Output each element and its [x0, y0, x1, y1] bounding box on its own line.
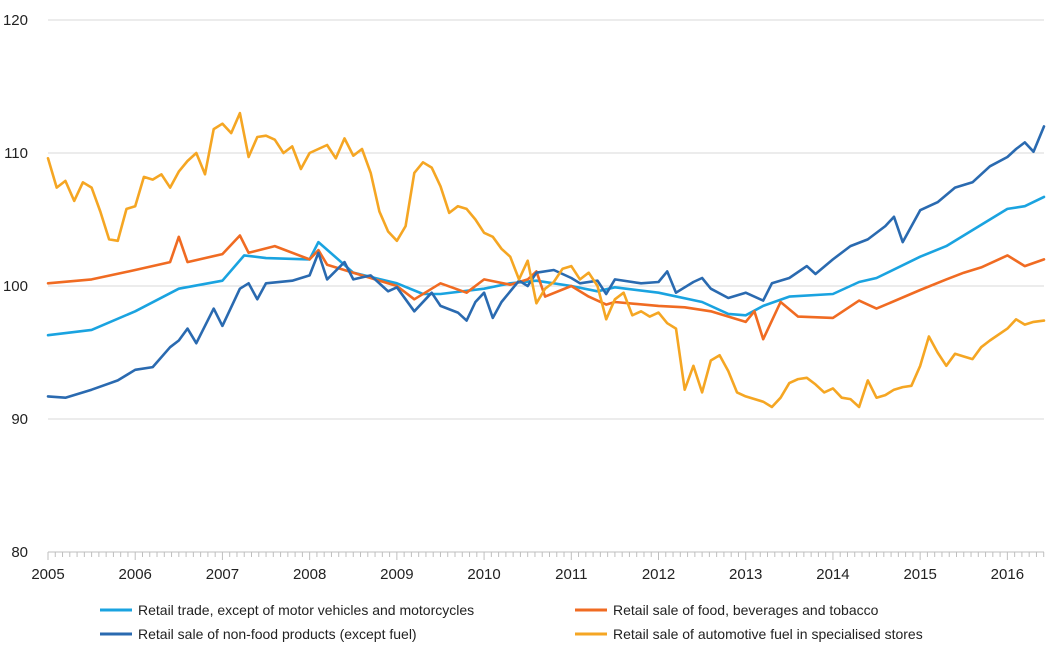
x-tick-label-2013: 2013: [729, 566, 762, 583]
legend-item-2: Retail sale of food, beverages and tobac…: [575, 602, 879, 618]
legend-item-1: Retail trade, except of motor vehicles a…: [100, 602, 474, 618]
legend-label: Retail trade, except of motor vehicles a…: [138, 602, 474, 618]
y-axis-tick-labels: 80 90 100 110 120: [3, 12, 28, 561]
x-tick-label-2014: 2014: [816, 566, 849, 583]
y-tick-label-90: 90: [11, 411, 28, 428]
x-tick-label-2012: 2012: [642, 566, 675, 583]
legend-label: Retail sale of automotive fuel in specia…: [613, 626, 923, 642]
x-axis: 2005 2006 2007 2008 2009 2010 2011 2012 2013 2014…: [31, 551, 1045, 583]
x-tick-label-2011: 2011: [555, 566, 587, 583]
x-tick-label-2010: 2010: [467, 566, 500, 583]
legend-label: Retail sale of non-food products (except…: [138, 626, 417, 642]
series-line-3: [46, 125, 1046, 399]
series-line-2: [46, 234, 1046, 341]
legend-item-4: Retail sale of automotive fuel in specia…: [575, 626, 923, 642]
x-tick-label-2016: 2016: [991, 566, 1024, 583]
y-tick-label-80: 80: [11, 544, 28, 561]
y-tick-label-120: 120: [3, 12, 28, 29]
y-tick-label-110: 110: [4, 145, 28, 162]
x-tick-label-2015: 2015: [903, 566, 936, 583]
legend-item-3: Retail sale of non-food products (except…: [100, 626, 417, 642]
x-tick-label-2008: 2008: [293, 566, 326, 583]
series-lines: [46, 111, 1046, 409]
legend: Retail trade, except of motor vehicles a…: [100, 602, 923, 642]
series-line-4: [46, 111, 1046, 409]
series-line-1: [46, 195, 1046, 337]
x-tick-label-2007: 2007: [206, 566, 239, 583]
x-tick-label-2009: 2009: [380, 566, 413, 583]
y-tick-label-100: 100: [3, 278, 28, 295]
x-tick-label-2006: 2006: [119, 566, 152, 583]
legend-label: Retail sale of food, beverages and tobac…: [613, 602, 879, 618]
gridlines: [48, 19, 1044, 420]
x-tick-label-2005: 2005: [31, 566, 64, 583]
